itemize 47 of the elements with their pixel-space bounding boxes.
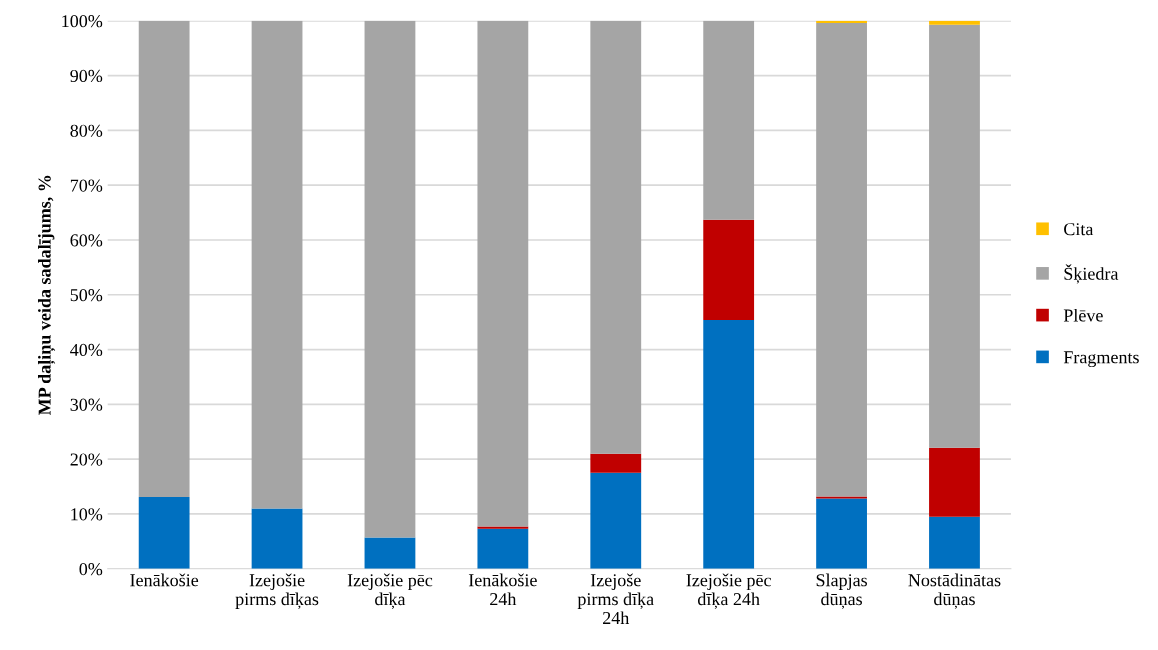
- x-tick-label: Ienākošie: [130, 573, 199, 587]
- bar: [138, 496, 190, 569]
- bar: [251, 20, 303, 509]
- y-tick-label: 30%: [70, 398, 103, 411]
- bar: [816, 22, 867, 497]
- bar: [251, 508, 303, 569]
- bar: [816, 496, 867, 499]
- y-tick-label: 40%: [70, 343, 103, 357]
- bar: [703, 219, 755, 320]
- y-tick-label: 0%: [79, 563, 103, 576]
- y-tick-label: 20%: [70, 453, 103, 466]
- y-tick-label: 10%: [71, 508, 103, 521]
- y-tick-label: 90%: [70, 69, 103, 83]
- x-tick-label: Izejošie pēc dīķa 24h: [686, 573, 771, 609]
- bar: [477, 526, 529, 529]
- bar: [703, 319, 755, 569]
- bar: [929, 447, 980, 517]
- bar: [703, 20, 755, 220]
- x-tick-label: Nostādinātas dūņas: [908, 573, 1001, 609]
- bar: [590, 453, 642, 473]
- bar: [929, 24, 980, 448]
- x-tick-label: Slapjas dūņas: [816, 573, 867, 609]
- legend-label: Šķiedra: [1064, 264, 1119, 284]
- x-tick-label: Izejošie pēc dīķa: [347, 573, 433, 609]
- legend-label: Cita: [1064, 223, 1094, 236]
- legend-label: Fragments: [1063, 351, 1139, 368]
- legend-label: Plēve: [1063, 308, 1103, 322]
- bar: [138, 20, 190, 497]
- y-tick-label: 70%: [70, 179, 103, 192]
- bar: [816, 498, 867, 569]
- bar: [590, 472, 642, 569]
- bar: [929, 516, 980, 569]
- y-axis-title: MP daļiņu veida sadalījums, %: [38, 175, 56, 416]
- x-tick-label: Izejoše pirms dīķa 24h: [577, 573, 654, 624]
- bar: [929, 20, 980, 25]
- bar: [364, 537, 416, 569]
- y-tick-label: 100%: [62, 15, 103, 28]
- bar: [477, 528, 529, 569]
- y-tick-label: 80%: [70, 124, 103, 137]
- x-tick-label: Ienākošie 24h: [468, 573, 537, 606]
- bar: [816, 20, 867, 23]
- bar: [477, 20, 529, 527]
- bar: [364, 20, 416, 538]
- y-tick-label: 50%: [70, 289, 103, 302]
- bar: [590, 20, 642, 454]
- x-tick-label: Izejošie pirms dīķas: [235, 573, 319, 609]
- y-tick-label: 60%: [70, 234, 103, 247]
